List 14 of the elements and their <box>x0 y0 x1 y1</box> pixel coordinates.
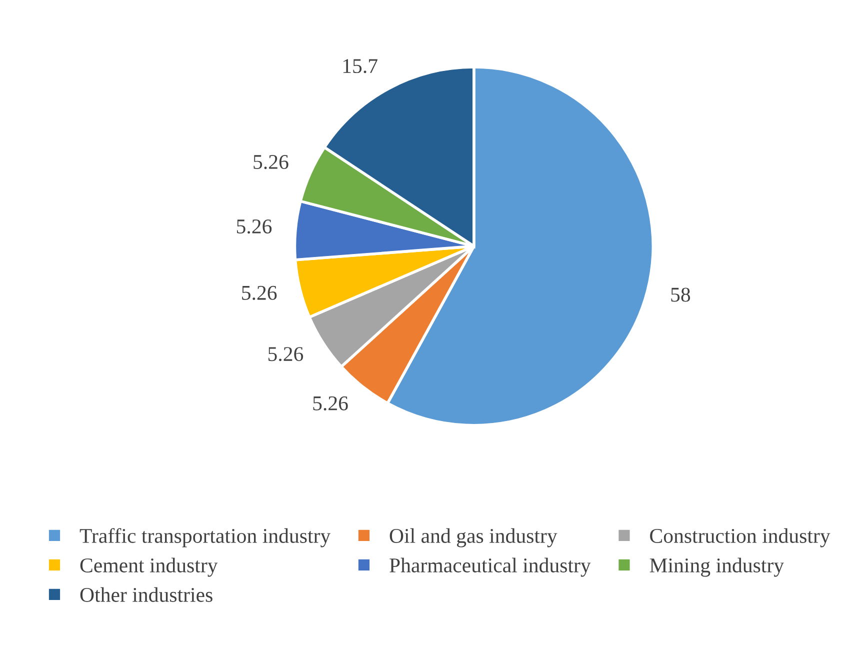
data-label: 5.26 <box>254 155 288 170</box>
data-label: 5.26 <box>242 286 277 300</box>
data-label: 5.26 <box>268 347 304 362</box>
data-label: 5.26 <box>236 219 272 234</box>
legend-label: Other industries <box>80 587 212 602</box>
legend-label: Construction industry <box>650 528 830 548</box>
legend-label: Traffic transportation industry <box>80 528 331 548</box>
legend-label: Pharmaceutical industry <box>390 558 591 577</box>
legend-label: Mining industry <box>650 558 784 577</box>
data-label: 5.26 <box>313 396 348 410</box>
data-label: 58 <box>671 288 690 302</box>
legend-label: Oil and gas industry <box>390 528 558 548</box>
data-label: 15.7 <box>343 59 378 74</box>
legend-label: Cement industry <box>80 558 218 577</box>
